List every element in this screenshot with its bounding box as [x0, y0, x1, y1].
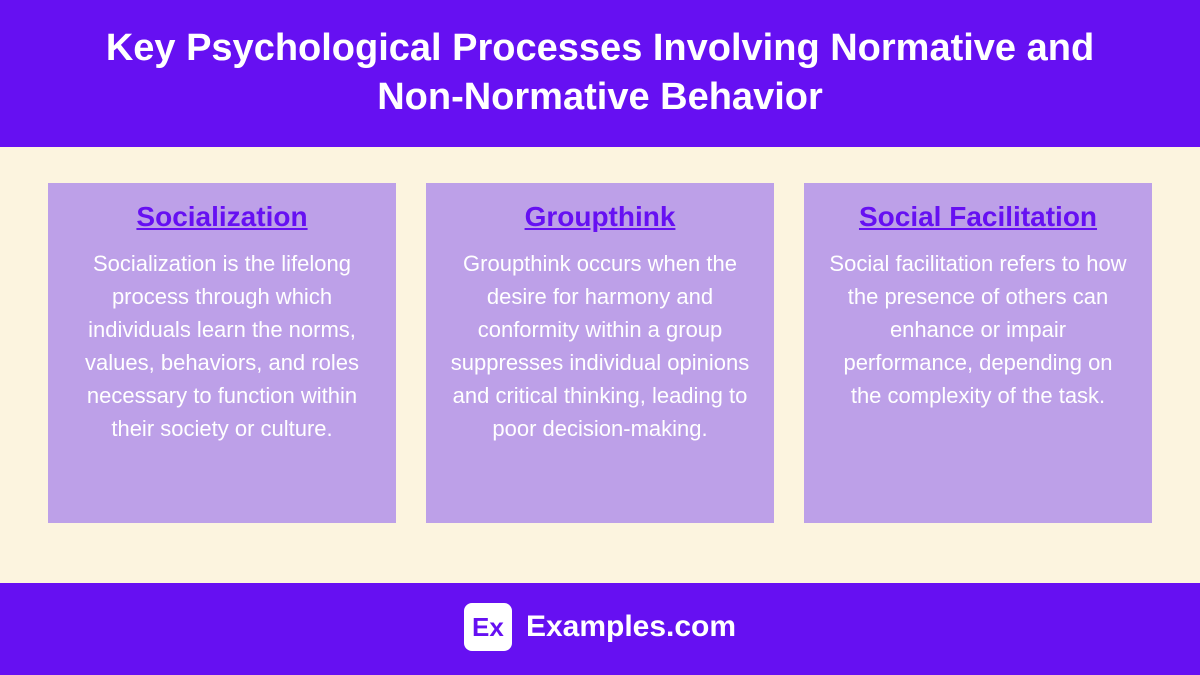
page-footer: Ex Examples.com	[0, 583, 1200, 675]
content-area: Socialization Socialization is the lifel…	[0, 147, 1200, 583]
card-title: Groupthink	[448, 201, 752, 233]
card-body: Social facilitation refers to how the pr…	[826, 247, 1130, 412]
card-social-facilitation: Social Facilitation Social facilitation …	[804, 183, 1152, 523]
page-title: Key Psychological Processes Involving No…	[106, 27, 1094, 118]
brand-name: Examples.com	[526, 610, 736, 644]
page-header: Key Psychological Processes Involving No…	[0, 0, 1200, 147]
card-body: Groupthink occurs when the desire for ha…	[448, 247, 752, 445]
card-title: Socialization	[70, 201, 374, 233]
logo-text: Ex	[472, 612, 504, 643]
card-groupthink: Groupthink Groupthink occurs when the de…	[426, 183, 774, 523]
card-title: Social Facilitation	[826, 201, 1130, 233]
card-socialization: Socialization Socialization is the lifel…	[48, 183, 396, 523]
logo-badge-icon: Ex	[464, 603, 512, 651]
card-body: Socialization is the lifelong process th…	[70, 247, 374, 445]
